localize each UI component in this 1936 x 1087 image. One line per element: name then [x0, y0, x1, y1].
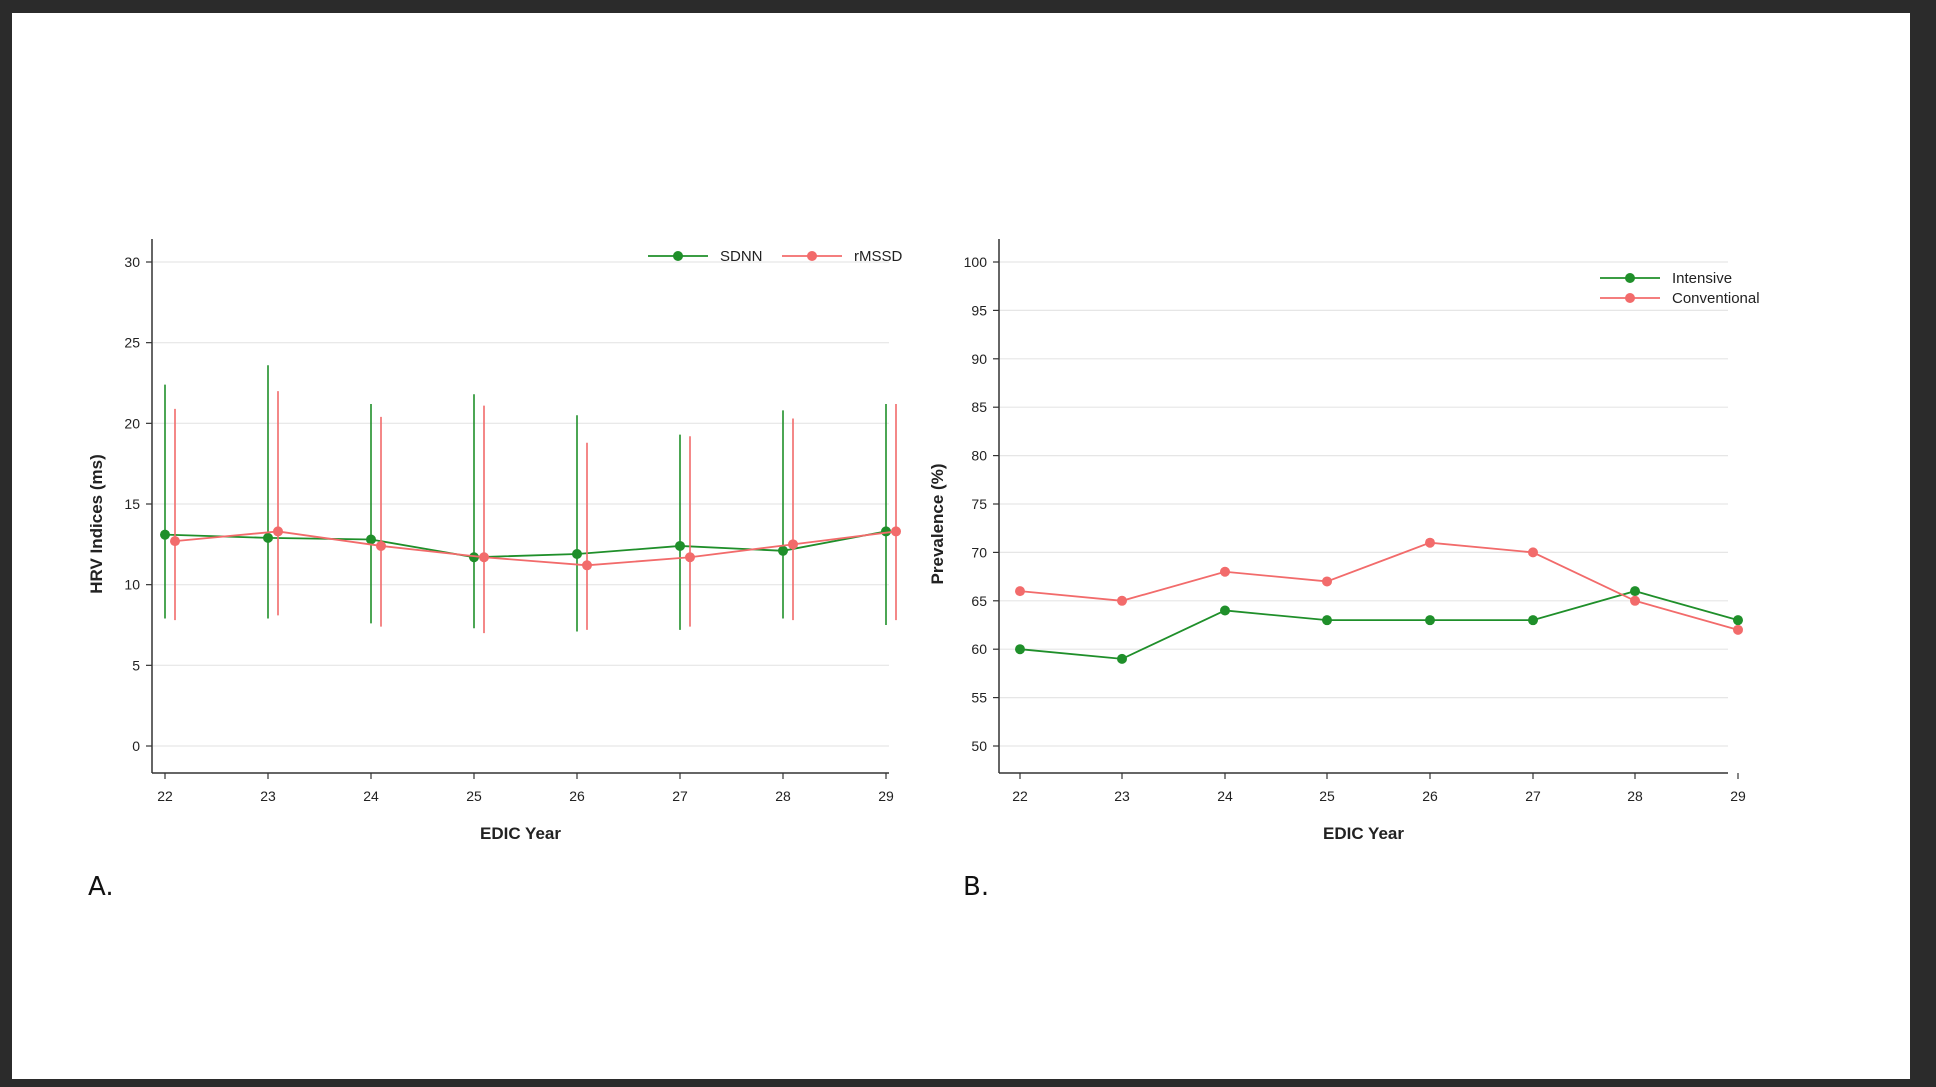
y-tick-label: 70	[971, 544, 987, 560]
y-tick-label: 85	[971, 399, 987, 415]
data-point-sdnn	[263, 532, 273, 543]
y-tick-label: 20	[124, 415, 140, 431]
data-point-rmssd	[479, 552, 489, 563]
y-tick-label: 10	[124, 577, 140, 593]
y-tick-label: 50	[971, 738, 987, 754]
x-tick-label: 24	[363, 788, 379, 804]
y-tick-label: 100	[964, 254, 988, 270]
data-point-sdnn	[881, 526, 891, 537]
x-tick-label: 27	[1525, 788, 1541, 804]
y-tick-label: 30	[124, 254, 140, 270]
y-tick-label: 75	[971, 496, 987, 512]
y-axis-title: Prevalence (%)	[928, 464, 947, 585]
data-point-intensive	[1015, 644, 1025, 655]
x-tick-label: 28	[775, 788, 791, 804]
data-point-sdnn	[675, 540, 685, 551]
chart-panel-b: 50 55 60 65 70 75 80 85 90 95 100 22 23 24 25 26 27 28 29 E…	[928, 239, 1760, 902]
data-point-conventional	[1733, 624, 1743, 635]
y-tick-label: 95	[971, 302, 987, 318]
x-tick-label: 22	[1012, 788, 1028, 804]
x-tick-label: 23	[1114, 788, 1130, 804]
x-axis-title: EDIC Year	[1323, 824, 1404, 843]
chart-panel-a: 0 5 10 15 20 25 30 22 23 24 25 26 27 28 29 EDIC Year HRV…	[87, 239, 903, 902]
series-line-rmssd	[174, 530, 897, 567]
y-tick-label: 0	[132, 738, 140, 754]
x-tick-label: 29	[878, 788, 894, 804]
series-line-intensive	[1019, 590, 1739, 660]
y-tick-label: 5	[132, 657, 140, 673]
legend-label: Intensive	[1672, 270, 1732, 287]
x-tick-label: 24	[1217, 788, 1233, 804]
x-tick-label: 23	[260, 788, 276, 804]
series-line-sdnn	[164, 530, 887, 559]
data-point-conventional	[1015, 586, 1025, 597]
data-point-rmssd	[788, 539, 798, 550]
y-tick-label: 55	[971, 690, 987, 706]
data-point-intensive	[1528, 615, 1538, 626]
data-point-rmssd	[582, 560, 592, 571]
x-tick-label: 27	[672, 788, 688, 804]
y-tick-label: 60	[971, 641, 987, 657]
data-point-sdnn	[366, 534, 376, 545]
data-point-intensive	[1322, 615, 1332, 626]
data-point-conventional	[1528, 547, 1538, 558]
data-point-conventional	[1425, 537, 1435, 548]
data-point-sdnn	[160, 529, 170, 540]
legend-label: rMSSD	[854, 248, 903, 265]
legend-marker	[673, 251, 683, 261]
data-point-intensive	[1425, 615, 1435, 626]
data-point-intensive	[1630, 586, 1640, 597]
data-point-sdnn	[778, 545, 788, 556]
data-point-intensive	[1220, 605, 1230, 616]
x-axis-title: EDIC Year	[480, 824, 561, 843]
data-point-sdnn	[572, 549, 582, 560]
x-tick-label: 29	[1730, 788, 1746, 804]
y-tick-label: 15	[124, 496, 140, 512]
x-tick-label: 28	[1627, 788, 1643, 804]
y-tick-label: 80	[971, 448, 987, 464]
data-point-conventional	[1630, 595, 1640, 606]
data-point-rmssd	[891, 526, 901, 537]
data-point-conventional	[1117, 595, 1127, 606]
x-tick-label: 25	[466, 788, 482, 804]
data-point-rmssd	[685, 552, 695, 563]
y-axis-title: HRV Indices (ms)	[87, 454, 106, 594]
data-point-intensive	[1117, 653, 1127, 664]
legend-marker	[1625, 293, 1635, 303]
legend-label: SDNN	[720, 248, 763, 265]
x-tick-label: 25	[1319, 788, 1335, 804]
legend-marker	[1625, 273, 1635, 283]
y-tick-label: 90	[971, 351, 987, 367]
x-tick-label: 22	[157, 788, 173, 804]
data-point-intensive	[1733, 615, 1743, 626]
y-tick-label: 65	[971, 593, 987, 609]
y-tick-label: 25	[124, 335, 140, 351]
figure-svg: 0 5 10 15 20 25 30 22 23 24 25 26 27 28 29 EDIC Year HRV…	[87, 239, 1760, 902]
data-point-rmssd	[376, 540, 386, 551]
data-point-conventional	[1322, 576, 1332, 587]
series-line-conventional	[1019, 541, 1739, 631]
panel-label: B.	[963, 872, 989, 902]
legend-marker	[807, 251, 817, 261]
data-point-conventional	[1220, 566, 1230, 577]
data-point-rmssd	[170, 536, 180, 547]
x-tick-label: 26	[569, 788, 585, 804]
legend-label: Conventional	[1672, 290, 1760, 307]
x-tick-label: 26	[1422, 788, 1438, 804]
panel-label: A.	[88, 872, 114, 902]
data-point-rmssd	[273, 526, 283, 537]
figure-canvas: 0 5 10 15 20 25 30 22 23 24 25 26 27 28 29 EDIC Year HRV…	[12, 13, 1910, 1079]
data-point-sdnn	[469, 552, 479, 563]
